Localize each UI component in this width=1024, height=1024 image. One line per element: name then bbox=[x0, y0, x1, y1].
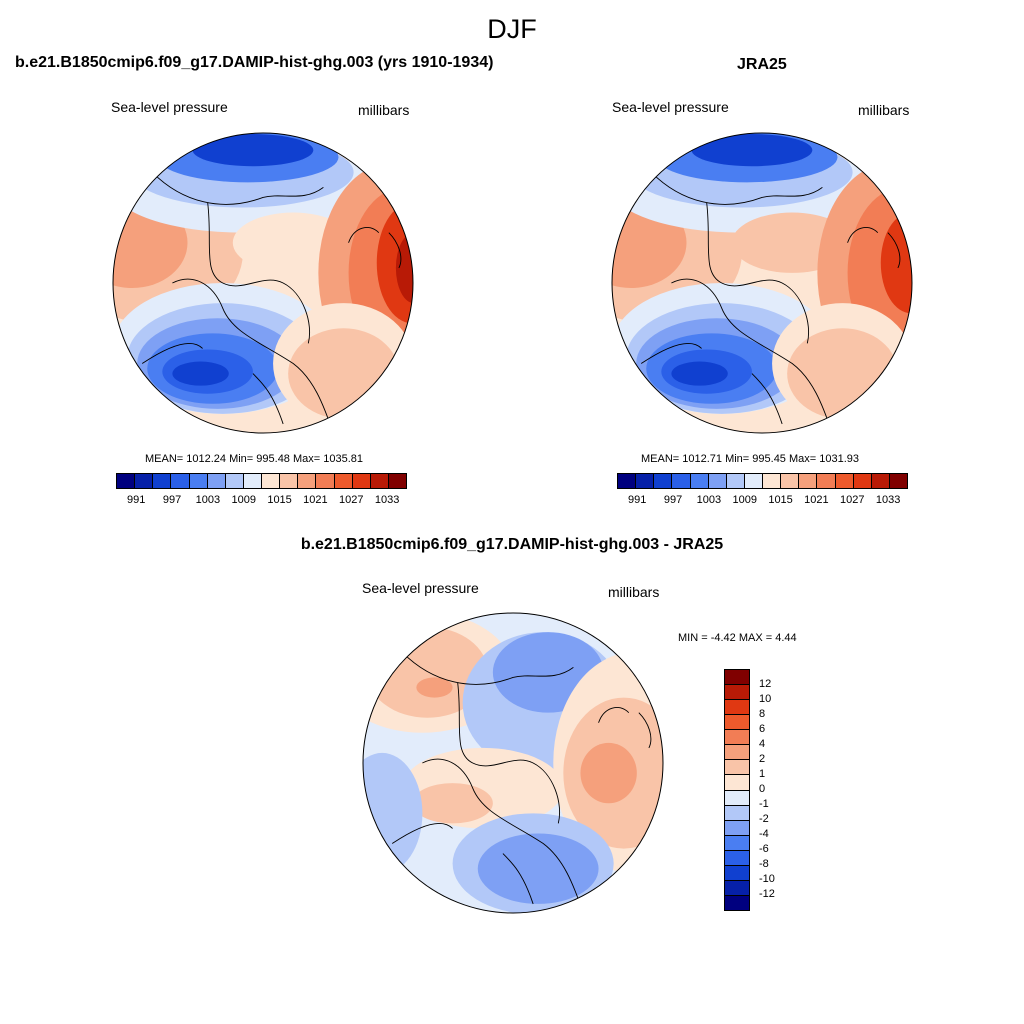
obs-panel-title: JRA25 bbox=[737, 56, 787, 73]
diff-variable-label: Sea-level pressure bbox=[362, 580, 479, 596]
colorbar-swatch bbox=[370, 474, 389, 488]
colorbar-swatch bbox=[725, 850, 749, 866]
model-tick-label: 991 bbox=[127, 494, 146, 506]
colorbar-swatch bbox=[835, 474, 854, 488]
colorbar-swatch bbox=[725, 670, 749, 686]
diff-tick-label: -6 bbox=[759, 843, 769, 855]
diff-panel-title: b.e21.B1850cmip6.f09_g17.DAMIP-hist-ghg.… bbox=[300, 536, 724, 553]
colorbar-swatch bbox=[334, 474, 353, 488]
colorbar-swatch bbox=[388, 474, 406, 488]
diff-colorbar bbox=[724, 669, 750, 911]
colorbar-swatch bbox=[189, 474, 208, 488]
colorbar-swatch bbox=[352, 474, 371, 488]
diff-tick-label: -12 bbox=[759, 888, 775, 900]
obs-tick-label: 1033 bbox=[875, 494, 901, 506]
diff-tick-label: -4 bbox=[759, 828, 769, 840]
obs-tick-label: 1021 bbox=[804, 494, 829, 506]
obs-polar-map bbox=[611, 132, 913, 434]
diff-tick-label: 0 bbox=[759, 783, 766, 795]
figure-title: DJF bbox=[487, 14, 537, 44]
colorbar-swatch bbox=[725, 880, 749, 896]
diff-tick-label: 2 bbox=[759, 753, 766, 765]
diff-tick-label: 1 bbox=[759, 768, 766, 780]
colorbar-swatch bbox=[280, 474, 299, 488]
colorbar-swatch bbox=[636, 474, 655, 488]
colorbar-swatch bbox=[853, 474, 872, 488]
colorbar-swatch bbox=[889, 474, 907, 488]
colorbar-swatch bbox=[744, 474, 763, 488]
colorbar-swatch bbox=[725, 685, 749, 701]
model-tick-label: 1033 bbox=[374, 494, 400, 506]
colorbar-swatch bbox=[708, 474, 727, 488]
colorbar-swatch bbox=[316, 474, 335, 488]
colorbar-swatch bbox=[171, 474, 190, 488]
diff-tick-label: 8 bbox=[759, 708, 766, 720]
colorbar-swatch bbox=[725, 760, 749, 776]
colorbar-swatch bbox=[153, 474, 172, 488]
colorbar-swatch bbox=[725, 865, 749, 881]
model-colorbar bbox=[116, 473, 407, 489]
obs-colorbar bbox=[617, 473, 908, 489]
colorbar-swatch bbox=[135, 474, 154, 488]
colorbar-swatch bbox=[781, 474, 800, 488]
colorbar-swatch bbox=[799, 474, 818, 488]
colorbar-swatch bbox=[817, 474, 836, 488]
diff-tick-label: -2 bbox=[759, 813, 769, 825]
colorbar-swatch bbox=[672, 474, 691, 488]
colorbar-swatch bbox=[725, 730, 749, 746]
diff-tick-label: -1 bbox=[759, 798, 769, 810]
diff-tick-label: 6 bbox=[759, 723, 766, 735]
diff-tick-label: 12 bbox=[759, 678, 772, 690]
diff-tick-label: 10 bbox=[759, 693, 772, 705]
colorbar-swatch bbox=[725, 745, 749, 761]
colorbar-swatch bbox=[871, 474, 890, 488]
model-tick-label: 1021 bbox=[303, 494, 328, 506]
obs-tick-label: 1003 bbox=[696, 494, 722, 506]
colorbar-swatch bbox=[690, 474, 709, 488]
colorbar-swatch bbox=[207, 474, 226, 488]
model-stats: MEAN= 1012.24 Min= 995.48 Max= 1035.81 bbox=[145, 453, 364, 465]
obs-stats: MEAN= 1012.71 Min= 995.45 Max= 1031.93 bbox=[641, 453, 860, 465]
colorbar-swatch bbox=[117, 474, 136, 488]
colorbar-swatch bbox=[725, 790, 749, 806]
obs-tick-label: 991 bbox=[628, 494, 647, 506]
diff-tick-label: 4 bbox=[759, 738, 766, 750]
model-tick-label: 997 bbox=[162, 494, 182, 506]
colorbar-swatch bbox=[618, 474, 637, 488]
colorbar-swatch bbox=[763, 474, 782, 488]
obs-tick-label: 997 bbox=[663, 494, 683, 506]
colorbar-swatch bbox=[725, 700, 749, 716]
colorbar-swatch bbox=[726, 474, 745, 488]
model-polar-map bbox=[112, 132, 414, 434]
model-tick-label: 1027 bbox=[338, 494, 364, 506]
model-variable-label: Sea-level pressure bbox=[111, 99, 228, 115]
obs-tick-label: 1015 bbox=[768, 494, 793, 506]
obs-variable-label: Sea-level pressure bbox=[612, 99, 729, 115]
model-tick-label: 1015 bbox=[267, 494, 292, 506]
diff-tick-label: -10 bbox=[759, 873, 775, 885]
colorbar-swatch bbox=[225, 474, 244, 488]
diff-polar-map bbox=[362, 612, 664, 914]
colorbar-swatch bbox=[725, 805, 749, 821]
diff-units-label: millibars bbox=[608, 584, 660, 600]
colorbar-swatch bbox=[725, 715, 749, 731]
colorbar-swatch bbox=[725, 835, 749, 851]
colorbar-swatch bbox=[262, 474, 281, 488]
model-units-label: millibars bbox=[358, 102, 410, 118]
model-panel-title: b.e21.B1850cmip6.f09_g17.DAMIP-hist-ghg.… bbox=[15, 54, 494, 71]
colorbar-swatch bbox=[654, 474, 673, 488]
colorbar-swatch bbox=[725, 820, 749, 836]
diff-tick-label: -8 bbox=[759, 858, 769, 870]
obs-tick-label: 1027 bbox=[839, 494, 865, 506]
diff-stats: MIN = -4.42 MAX = 4.44 bbox=[678, 632, 797, 644]
colorbar-swatch bbox=[243, 474, 262, 488]
model-tick-label: 1003 bbox=[195, 494, 221, 506]
colorbar-swatch bbox=[725, 895, 749, 910]
colorbar-swatch bbox=[725, 775, 749, 791]
colorbar-swatch bbox=[298, 474, 317, 488]
obs-units-label: millibars bbox=[858, 102, 910, 118]
obs-tick-label: 1009 bbox=[732, 494, 757, 506]
model-tick-label: 1009 bbox=[231, 494, 256, 506]
